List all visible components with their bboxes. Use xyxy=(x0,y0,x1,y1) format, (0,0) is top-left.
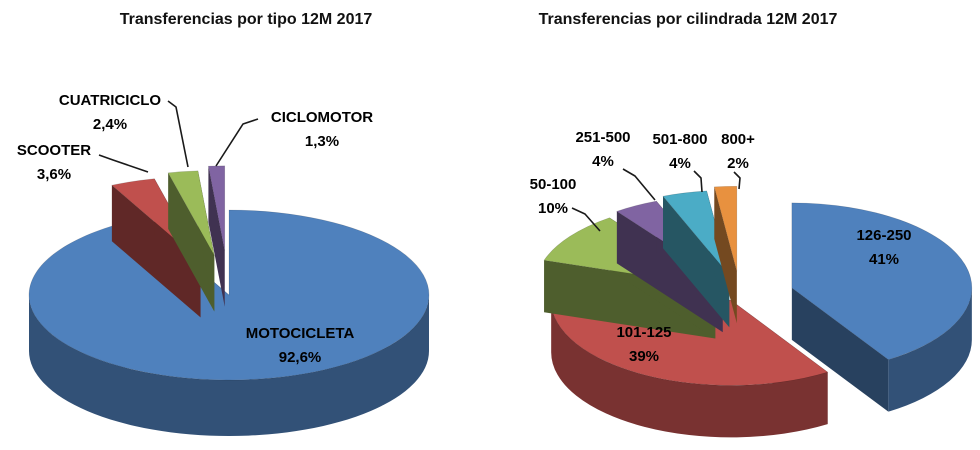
slice-name: 101-125 xyxy=(616,324,672,341)
slice-pct: 41% xyxy=(868,251,900,268)
slice-pct: 4% xyxy=(592,153,614,170)
label-50-100: 50-100 10% xyxy=(530,173,577,221)
pie-slice-motocicleta xyxy=(28,209,430,436)
slice-name: 501-800 xyxy=(652,131,708,148)
slice-top-face xyxy=(791,202,973,360)
label-101-125: 101-125 39% xyxy=(616,321,671,369)
leader-line xyxy=(622,168,656,201)
slice-pct: 1,3% xyxy=(304,133,340,150)
slice-pct: 39% xyxy=(628,348,660,365)
label-ciclomotor: CICLOMOTOR 1,3% xyxy=(271,106,373,154)
chart-title-tipo: Transferencias por tipo 12M 2017 xyxy=(119,11,373,28)
slice-side-face xyxy=(616,211,723,333)
pie-slice-cuatriciclo xyxy=(167,170,215,312)
label-501-800: 501-800 4% xyxy=(652,128,707,176)
label-motocicleta: MOTOCICLETA 92,6% xyxy=(246,322,355,370)
leader-line xyxy=(693,170,703,193)
slice-side-face xyxy=(662,196,730,328)
slice-name: 800+ xyxy=(721,131,755,148)
slice-pct: 92,6% xyxy=(278,349,322,366)
chart-title-cilindrada: Transferencias por cilindrada 12M 2017 xyxy=(538,11,838,28)
slice-rim-wall xyxy=(888,287,972,412)
slice-top-face xyxy=(28,209,430,381)
pie-slice-800- xyxy=(713,185,738,324)
label-251-500: 251-500 4% xyxy=(575,126,630,174)
slice-name: MOTOCICLETA xyxy=(245,325,355,342)
slice-pct: 4% xyxy=(669,155,691,172)
slice-name: CICLOMOTOR xyxy=(270,109,374,126)
slice-pct: 2% xyxy=(727,155,749,172)
leader-line xyxy=(733,171,741,190)
slice-side-face xyxy=(791,287,889,412)
slice-pct: 3,6% xyxy=(36,166,72,183)
slice-side-face xyxy=(714,186,737,324)
slice-name: 50-100 xyxy=(529,176,577,193)
slice-pct: 2,4% xyxy=(92,116,128,133)
pie-slice-126-250 xyxy=(791,202,973,412)
label-126-250: 126-250 41% xyxy=(856,224,911,272)
slice-pct: 10% xyxy=(537,200,569,217)
label-scooter: SCOOTER 3,6% xyxy=(17,139,91,187)
slice-top-face xyxy=(662,190,730,276)
slice-name: 126-250 xyxy=(856,227,912,244)
leader-line xyxy=(98,154,149,173)
label-cuatriciclo: CUATRICICLO 2,4% xyxy=(59,89,161,137)
slice-name: SCOOTER xyxy=(16,142,92,159)
slice-rim-wall xyxy=(551,300,828,438)
leader-line xyxy=(167,100,189,168)
slice-top-face xyxy=(167,170,215,256)
slice-top-face xyxy=(713,185,738,272)
slice-side-face xyxy=(168,172,215,312)
leader-line xyxy=(215,118,259,167)
slice-name: CUATRICICLO xyxy=(58,92,162,109)
slice-name: 251-500 xyxy=(575,129,631,146)
slice-side-face xyxy=(208,166,225,307)
slice-rim-wall xyxy=(29,295,429,436)
label-800-plus: 800+ 2% xyxy=(721,128,755,176)
pie-slice-501-800 xyxy=(662,190,730,328)
slice-side-face xyxy=(111,185,201,318)
leader-line xyxy=(571,207,601,232)
slice-side-face xyxy=(544,260,716,339)
